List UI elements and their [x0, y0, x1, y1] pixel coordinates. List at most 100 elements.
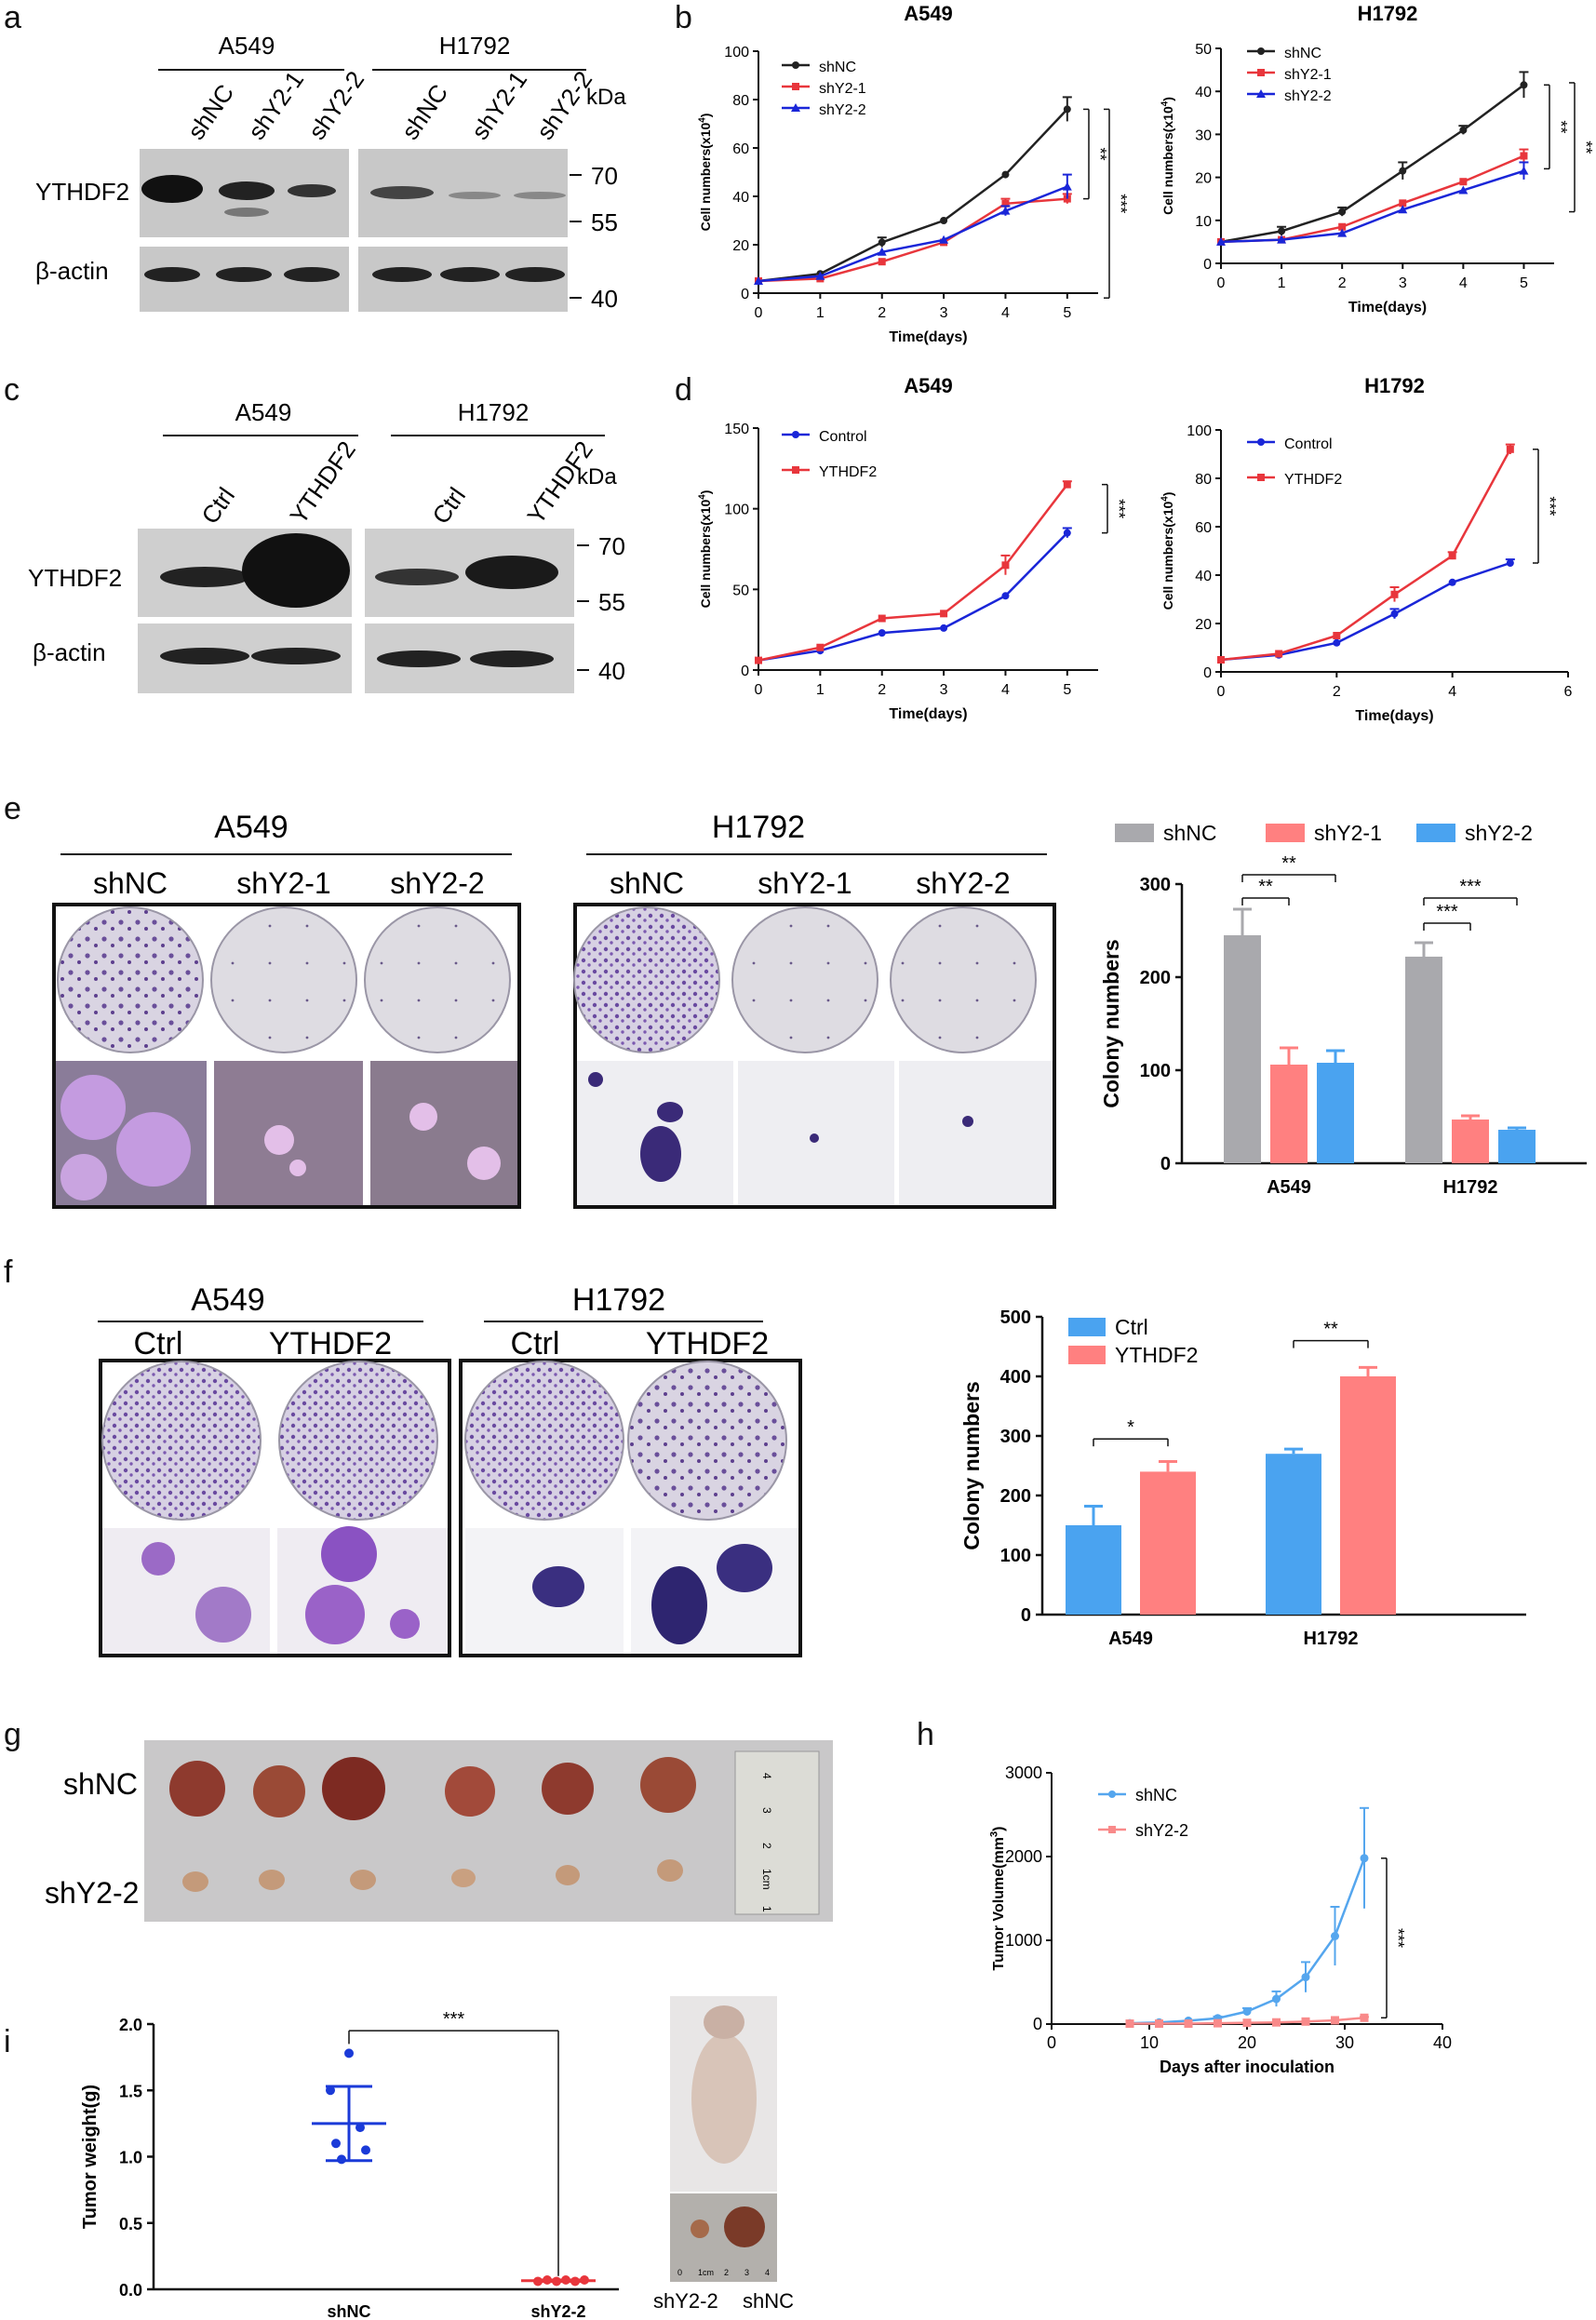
- blot-a-cell-a549: A549: [219, 32, 275, 60]
- x-category-label: A549: [1108, 1629, 1153, 1649]
- data-point: [1275, 650, 1283, 658]
- bar-shY2-1-A549: [1270, 1065, 1308, 1163]
- g-tumor: [640, 1757, 696, 1813]
- g-tumor-small: [182, 1871, 208, 1892]
- data-point: [792, 466, 799, 474]
- legend-swatch: [1266, 824, 1305, 842]
- y-tick-label: 50: [1195, 42, 1212, 58]
- g-tumor-small: [350, 1870, 376, 1890]
- data-point: [816, 643, 825, 651]
- panel-label-b: b: [675, 0, 692, 35]
- data-point: [754, 276, 763, 285]
- f-colony: [305, 1585, 365, 1644]
- blot-a-band: [370, 186, 434, 199]
- blot-c-band: [377, 650, 461, 667]
- y-tick-label: 3000: [1005, 1763, 1042, 1782]
- data-point: [1257, 438, 1265, 446]
- blot-c-lane-3: Ctrl: [426, 482, 471, 529]
- data-point: [533, 2276, 543, 2286]
- blot-a-band: [216, 267, 272, 282]
- y-tick-label: 1000: [1005, 1931, 1042, 1950]
- legend-label: Control: [1284, 436, 1333, 452]
- bar-Ctrl-A549: [1066, 1525, 1121, 1615]
- y-tick-label: 100: [1140, 1061, 1171, 1081]
- e-dish-1: [57, 906, 204, 1053]
- series-line-Control: [1220, 561, 1511, 662]
- e-colony: [467, 1147, 501, 1180]
- y-axis-label: Cell numbers(x104): [697, 114, 713, 232]
- series-line-YTHDF2: [758, 483, 1068, 662]
- y-tick-label: 100: [724, 45, 749, 60]
- legend-label: shY2-2: [1135, 1821, 1188, 1840]
- y-tick-label: 200: [1000, 1486, 1031, 1507]
- g-tumor: [169, 1761, 225, 1817]
- e-colony: [962, 1116, 973, 1127]
- blot-a-marker-55: 55: [591, 208, 618, 236]
- data-point: [1257, 474, 1265, 481]
- data-point: [1331, 1932, 1339, 1940]
- blot-a-band: [449, 192, 501, 199]
- y-tick-label: 20: [1195, 617, 1212, 633]
- blot-c-band: [470, 650, 554, 667]
- f-dish-2: [278, 1361, 438, 1521]
- e-colony: [588, 1072, 603, 1087]
- y-tick-label: 100: [1000, 1546, 1031, 1566]
- g-tumor-small: [556, 1865, 580, 1885]
- x-axis-label: Time(days): [889, 706, 967, 722]
- data-point: [1063, 105, 1071, 114]
- chart-e: 0 100 200 300 Colony numbers A549 H1792 shNC shY…: [1099, 821, 1587, 1198]
- y-tick-label: 2.0: [119, 2016, 142, 2034]
- data-point: [344, 2048, 354, 2058]
- y-tick-label: 100: [724, 503, 749, 518]
- data-point: [1398, 205, 1408, 214]
- y-tick-label: 0.0: [119, 2281, 142, 2300]
- y-tick-label: 20: [1195, 171, 1212, 187]
- blot-c-cell-h1792: H1792: [458, 398, 530, 426]
- blot-a-band: [514, 192, 566, 199]
- panel-label-f: f: [4, 1254, 13, 1290]
- y-tick-label: 400: [1000, 1367, 1031, 1388]
- tumor-photo-g: shNC shY2-2 4 3 2 1cm 1: [45, 1740, 833, 1922]
- e-dish-2: [210, 906, 357, 1053]
- sig-mark: **: [1258, 877, 1273, 897]
- series-line-shY2-2: [758, 185, 1068, 283]
- sig-mark: ***: [1540, 496, 1559, 516]
- blot-a-kda: kDa: [586, 85, 626, 110]
- i-ruler-label: 4: [765, 2268, 770, 2277]
- data-point: [1184, 2019, 1193, 2029]
- data-point: [1214, 2018, 1222, 2028]
- f-cond-2: YTHDF2: [269, 1326, 392, 1361]
- g-ruler-label: 2: [760, 1843, 773, 1849]
- x-tick-label: 2: [878, 305, 886, 321]
- data-point: [1399, 199, 1407, 208]
- legend-swatch: [1416, 824, 1455, 842]
- f-cond-4: YTHDF2: [646, 1326, 769, 1361]
- g-tumor-small: [451, 1869, 476, 1887]
- y-tick-label: 2000: [1005, 1847, 1042, 1866]
- series-line-YTHDF2: [1220, 449, 1511, 662]
- colony-images-e: A549 H1792 shNC shY2-1 shY2-2 shNC shY2-…: [52, 810, 1056, 1209]
- panel-label-i: i: [4, 2024, 11, 2059]
- panel-label-h: h: [917, 1717, 934, 1752]
- chart-d1: A549 0 50 100 150 0 1 2 3 4 5 Time(days) Cell number…: [697, 374, 1128, 722]
- panel-label-c: c: [4, 372, 20, 408]
- x-tick-label: 10: [1140, 2033, 1159, 2052]
- y-tick-label: 80: [1195, 472, 1212, 488]
- x-tick-label: 5: [1063, 682, 1071, 698]
- series-line-shNC: [758, 108, 1068, 283]
- y-tick-label: 500: [1000, 1308, 1031, 1328]
- data-point: [1001, 170, 1010, 179]
- x-tick-label: 3: [1399, 275, 1407, 291]
- i-tumor-large: [724, 2206, 765, 2247]
- legend-label: shY2-2: [819, 102, 866, 118]
- data-point: [1272, 2018, 1281, 2027]
- data-point: [792, 83, 799, 90]
- western-blot-a: A549 H1792 shNC shY2-1 shY2-2 shNC shY2-…: [35, 32, 626, 313]
- chart-h: 0 1000 2000 3000 0 10 20 30 40 Days after inocula…: [989, 1763, 1452, 2076]
- series-line-shNC: [1129, 1857, 1366, 2025]
- e-colony: [60, 1154, 107, 1200]
- blot-a-lane-4: shNC: [396, 79, 453, 144]
- blot-a-marker-40: 40: [591, 285, 618, 313]
- x-tick-label: 0: [1217, 275, 1226, 291]
- y-tick-label: 50: [732, 583, 749, 598]
